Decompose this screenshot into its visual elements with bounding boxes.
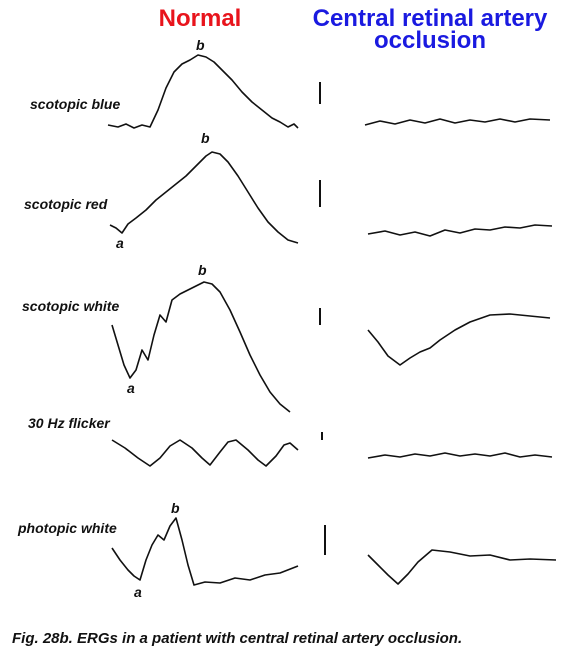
waveform — [111, 517, 299, 586]
header-occlusion: occlusion — [374, 27, 486, 54]
row-label: scotopic blue — [30, 96, 120, 112]
row-label: 30 Hz flicker — [28, 415, 111, 431]
waveform — [111, 281, 291, 413]
waveform — [367, 549, 557, 585]
waveform — [367, 313, 551, 366]
peak-label: a — [134, 584, 142, 600]
peak-label: b — [196, 37, 205, 53]
waveform — [107, 54, 299, 129]
caption: Fig. 28b. ERGs in a patient with central… — [12, 630, 462, 647]
header-normal: Normal — [159, 5, 242, 32]
waveform — [364, 118, 551, 126]
row-label: scotopic white — [22, 298, 119, 314]
peak-label: b — [201, 130, 210, 146]
waveform — [367, 452, 553, 459]
peak-label: a — [116, 235, 124, 251]
peak-label: a — [127, 380, 135, 396]
header-occlusion: Central retinal artery — [313, 5, 548, 32]
waveform — [367, 224, 553, 237]
waveform — [111, 439, 299, 467]
row-label: scotopic red — [24, 196, 108, 212]
peak-label: b — [198, 262, 207, 278]
waveform — [109, 151, 299, 244]
peak-label: b — [171, 500, 180, 516]
row-label: photopic white — [17, 520, 117, 536]
